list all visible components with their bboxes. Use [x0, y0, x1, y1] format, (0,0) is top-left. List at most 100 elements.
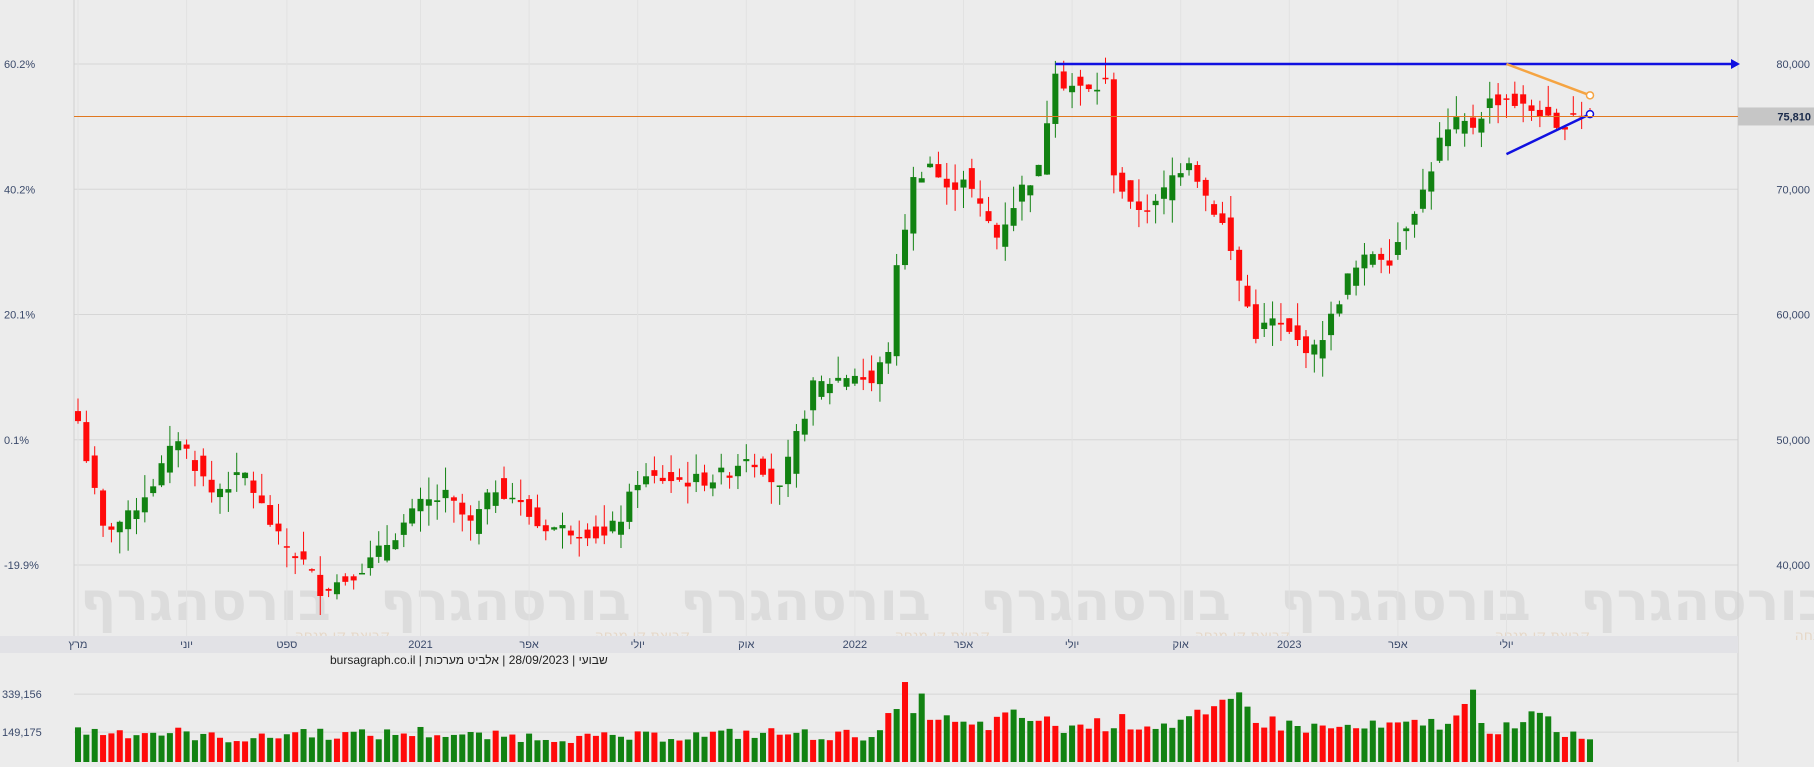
candle-body [442, 489, 449, 499]
volume-bar [1202, 714, 1209, 762]
volume-bar [292, 732, 299, 762]
candle-body [158, 463, 165, 486]
candle-body [718, 467, 725, 473]
candle-body [1378, 253, 1385, 260]
candle-body [125, 510, 132, 530]
volume-bar [851, 737, 858, 762]
volume-bar [1035, 720, 1042, 762]
candle-body [826, 383, 833, 394]
candle-body [609, 520, 616, 532]
volume-bar [375, 739, 382, 762]
candle-body [526, 499, 533, 517]
volume-bar [217, 737, 224, 762]
volume-bar [1277, 730, 1284, 762]
volume-bar [275, 738, 282, 762]
candle-body [776, 485, 783, 487]
volume-bar [918, 693, 925, 762]
volume-bar [785, 734, 792, 762]
volume-bar [267, 737, 274, 762]
volume-bar [517, 741, 524, 762]
volume-bar [166, 733, 173, 762]
candle-body [150, 486, 157, 494]
candle-body [1277, 322, 1284, 325]
volume-bar [534, 740, 541, 762]
candle-body [901, 229, 909, 266]
volume-bar [141, 733, 148, 762]
volume-bar [1077, 724, 1084, 762]
last-price: 75,810 [74, 107, 1814, 126]
volume-bar [1444, 723, 1451, 762]
volume-bar [826, 740, 833, 762]
volume-bar [400, 733, 407, 762]
volume-bar [1511, 728, 1518, 762]
candle-body [1461, 120, 1468, 134]
volume-bar [1520, 722, 1527, 762]
candle-body [1219, 213, 1226, 223]
candle-body [434, 500, 441, 503]
volume-bar [359, 729, 366, 762]
volume-bar [968, 724, 975, 762]
candle-body [968, 168, 975, 189]
candle-body [133, 510, 140, 520]
volume-tick-label: 149,175 [2, 727, 42, 739]
candle-body [1252, 304, 1259, 339]
volume-bar [801, 729, 808, 762]
watermark: בורסהגרףקבוצת קו מנחהבורסהגרףקבוצת קו מנ… [80, 570, 1814, 644]
volume-bar [693, 732, 700, 762]
candle-body [668, 472, 675, 482]
candle-body [275, 523, 282, 532]
volume-bar [843, 729, 850, 762]
volume-bar [1044, 716, 1051, 762]
candle-body [283, 546, 290, 548]
volume-bar [751, 737, 758, 762]
x-tick-label: יולי [1065, 638, 1079, 651]
watermark-text: בורסהגרף [80, 570, 331, 633]
volume-bar [726, 728, 733, 762]
volume-bar [1336, 726, 1343, 762]
volume-bar [1553, 732, 1560, 762]
watermark-subtext: קבוצת קו מנחה [1795, 628, 1814, 644]
volume-bar [1478, 723, 1485, 762]
candle-body [1102, 77, 1109, 80]
volume-bar [1060, 732, 1067, 762]
volume-bar [1269, 716, 1276, 762]
y-axis-right: 40,000 50,000 60,000 70,000 80,000 [1776, 59, 1810, 572]
volume-bar [1018, 717, 1025, 762]
candle-body [475, 509, 482, 534]
volume-bar [718, 730, 725, 762]
volume-bar [308, 737, 315, 762]
volume-bar [701, 736, 708, 762]
volume-bar [526, 733, 533, 762]
candle-body [1261, 322, 1268, 330]
volume-bar [258, 733, 265, 762]
volume-bar [835, 731, 842, 762]
candle-body [952, 182, 959, 190]
candle-body [400, 522, 407, 535]
candle-body [200, 455, 207, 477]
volume-axis: 149,175 339,156 [2, 689, 42, 739]
volume-bar [1227, 698, 1234, 762]
candle-body [1002, 224, 1009, 247]
volume-bar [1495, 734, 1502, 762]
candle-body [534, 507, 541, 527]
candle-body [1344, 273, 1351, 295]
candle-body [759, 458, 767, 475]
candle-body [617, 521, 624, 535]
candle-body [375, 545, 382, 557]
last-price-label: 75,810 [1777, 111, 1811, 123]
volume-bar [1002, 712, 1009, 762]
candle-body [1536, 109, 1543, 117]
candle-body [1060, 71, 1067, 89]
candle-body [325, 588, 332, 591]
candle-body [684, 482, 691, 487]
volume-bar [333, 738, 340, 762]
candle-body [567, 530, 574, 536]
candle-body [1227, 217, 1234, 251]
candle-body [1152, 200, 1159, 206]
candle-body [1186, 163, 1193, 171]
candle-body [893, 265, 900, 357]
volume-bar [133, 735, 140, 762]
candle-body [1470, 117, 1477, 128]
candle-body [1453, 117, 1460, 130]
candle-body [91, 455, 98, 488]
